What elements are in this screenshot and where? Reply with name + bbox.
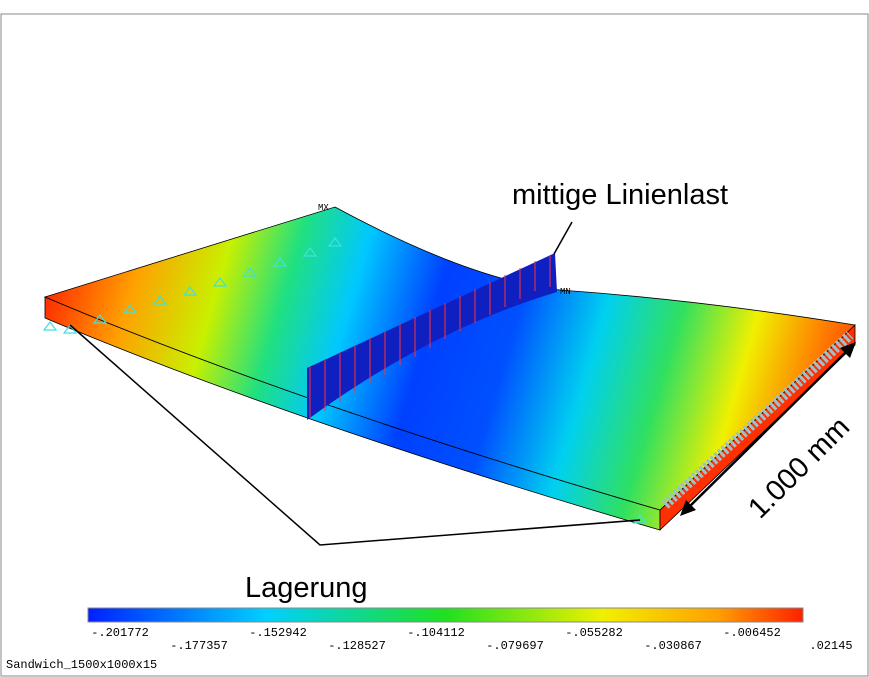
support-leader bbox=[69, 324, 641, 546]
plate-top bbox=[43, 206, 856, 511]
legend-label: .02145 bbox=[809, 639, 852, 653]
legend-labels: -.201772 -.177357 -.152942 -.128527 -.104112… bbox=[91, 626, 852, 653]
legend-label: -.104112 bbox=[407, 626, 465, 640]
support-annotation: Lagerung bbox=[245, 572, 368, 604]
load-arrows bbox=[309, 255, 551, 418]
supports bbox=[42, 237, 854, 524]
load-annotation: mittige Linienlast bbox=[512, 179, 728, 211]
legend-label: -.128527 bbox=[328, 639, 386, 653]
legend-label: -.079697 bbox=[486, 639, 544, 653]
legend-label: -.152942 bbox=[249, 626, 307, 640]
load-leader bbox=[553, 221, 573, 255]
load-panel bbox=[307, 253, 557, 420]
min-label: MN bbox=[560, 287, 571, 297]
colorbar bbox=[87, 607, 804, 623]
footer: Sandwich_1500x1000x15 bbox=[6, 658, 157, 672]
viewport-frame bbox=[0, 13, 869, 677]
legend-label: -.055282 bbox=[565, 626, 623, 640]
legend-label: -.201772 bbox=[91, 626, 149, 640]
max-label: MX bbox=[318, 203, 329, 213]
legend-label: -.030867 bbox=[644, 639, 702, 653]
legend-label: -.177357 bbox=[170, 639, 228, 653]
legend-label: -.006452 bbox=[723, 626, 781, 640]
